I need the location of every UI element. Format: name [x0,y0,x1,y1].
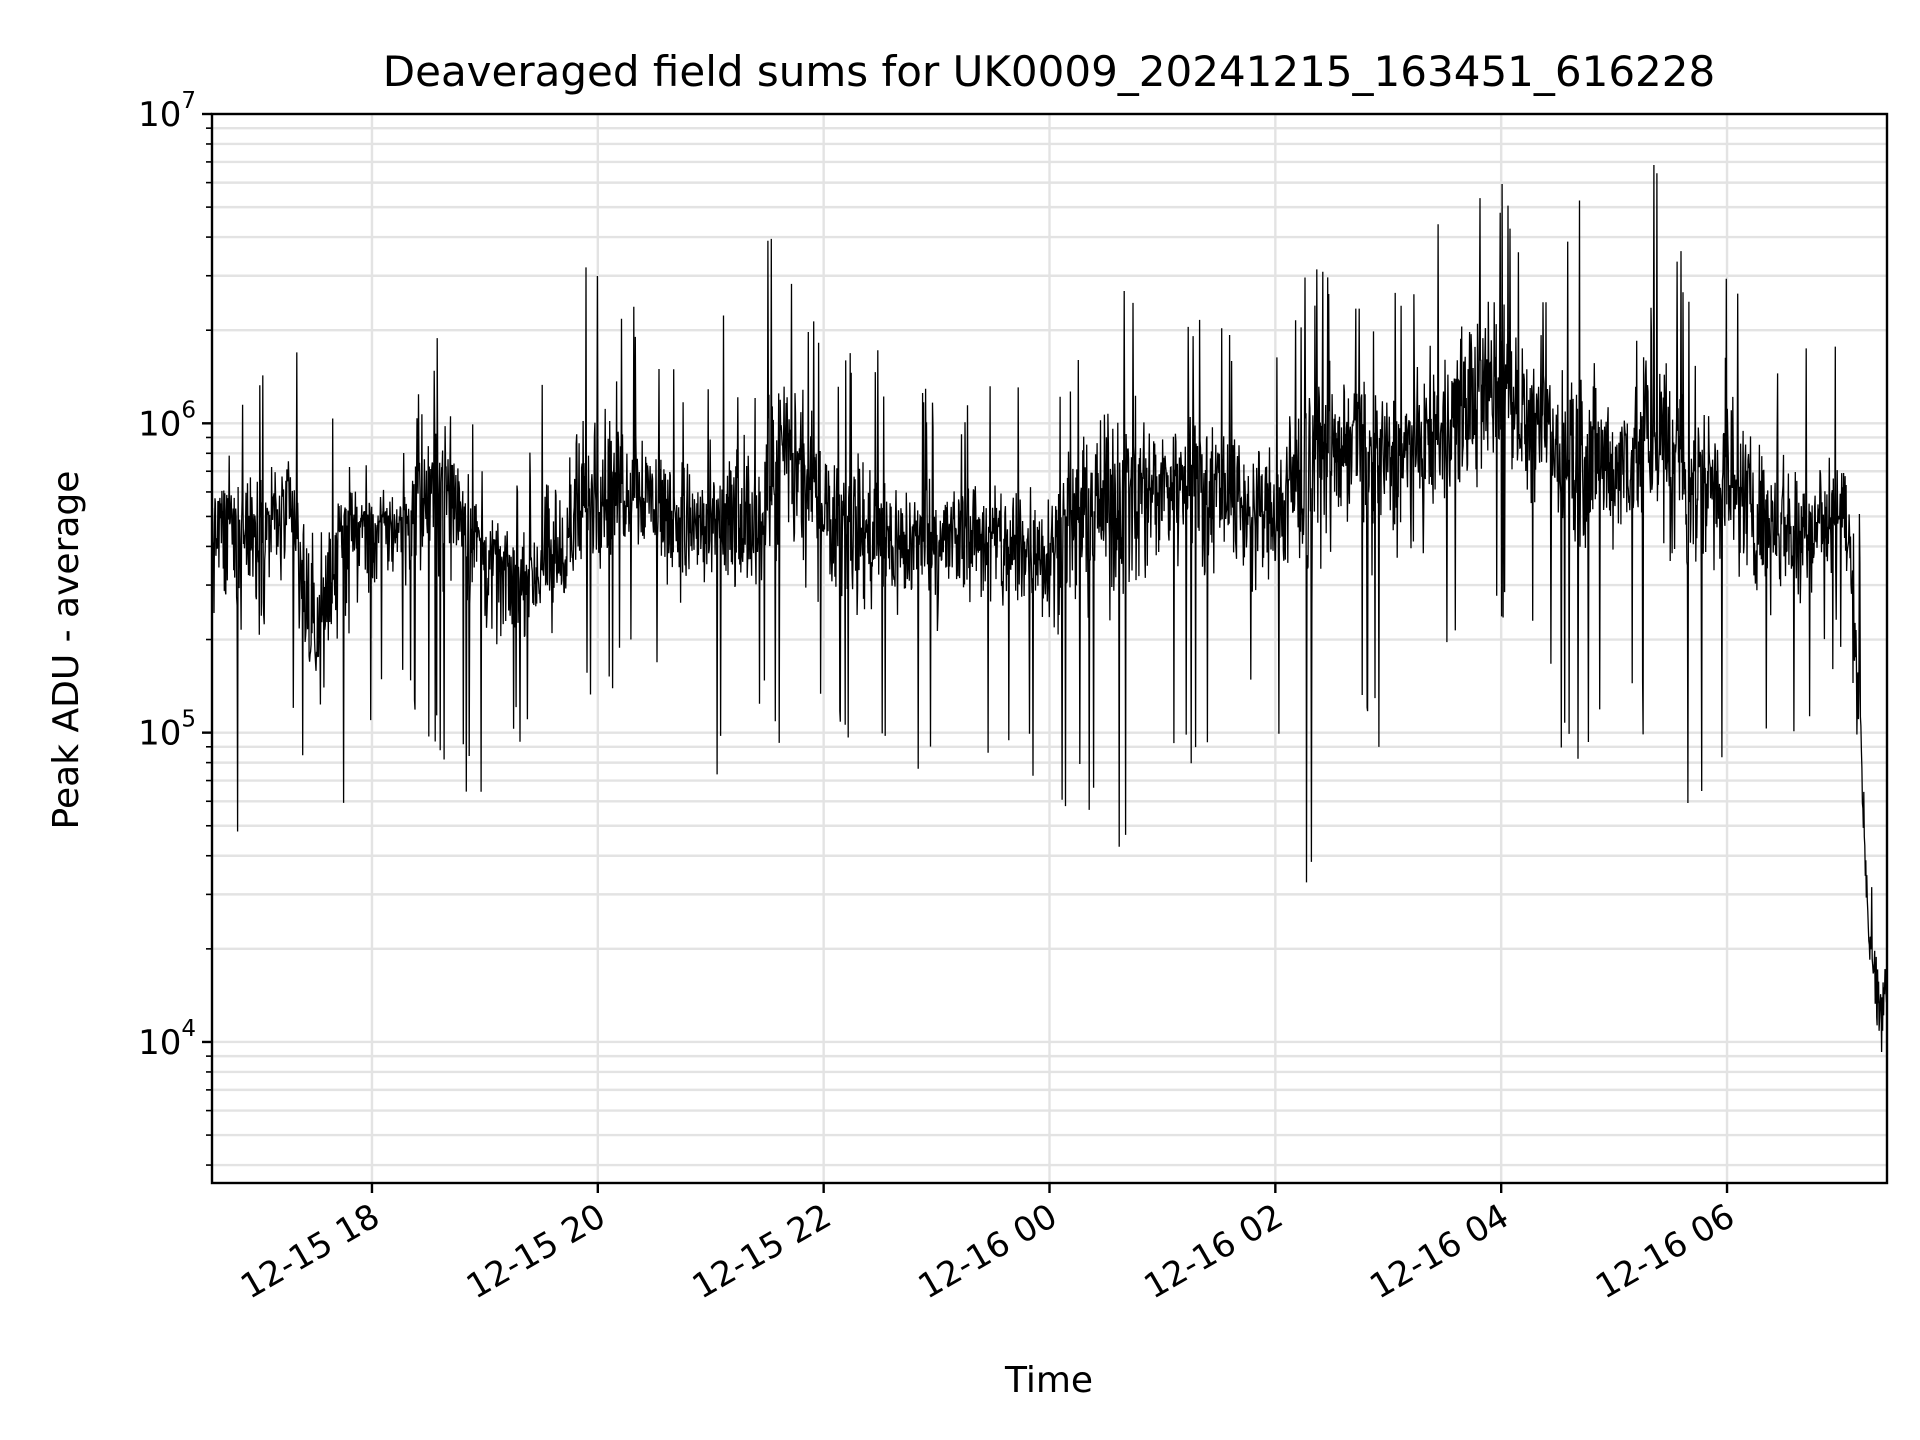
x-axis: 12-15 18 12-15 20 12-15 22 12-16 00 12-16 02… [234,1183,1742,1307]
x-axis-label: Time [1004,1360,1093,1401]
x-tick-label: 12-15 18 [234,1196,386,1307]
x-tick-label: 12-16 00 [912,1196,1064,1307]
y-tick-label: 107 [138,88,196,135]
x-tick-label: 12-16 02 [1137,1196,1289,1307]
plot-area [211,164,1888,1053]
series-line [211,164,1888,1053]
y-tick-label: 105 [138,707,196,754]
y-tick-label: 104 [138,1016,196,1063]
y-axis-label: Peak ADU - average [46,471,87,830]
y-axis: 104 105 106 107 [138,88,212,1166]
x-tick-label: 12-16 06 [1589,1196,1741,1307]
x-tick-label: 12-15 20 [460,1196,612,1307]
chart-title: Deaveraged field sums for UK0009_2024121… [383,47,1715,96]
y-tick-label: 106 [138,397,196,444]
x-tick-label: 12-16 04 [1363,1196,1515,1307]
x-tick-label: 12-15 22 [686,1196,838,1307]
